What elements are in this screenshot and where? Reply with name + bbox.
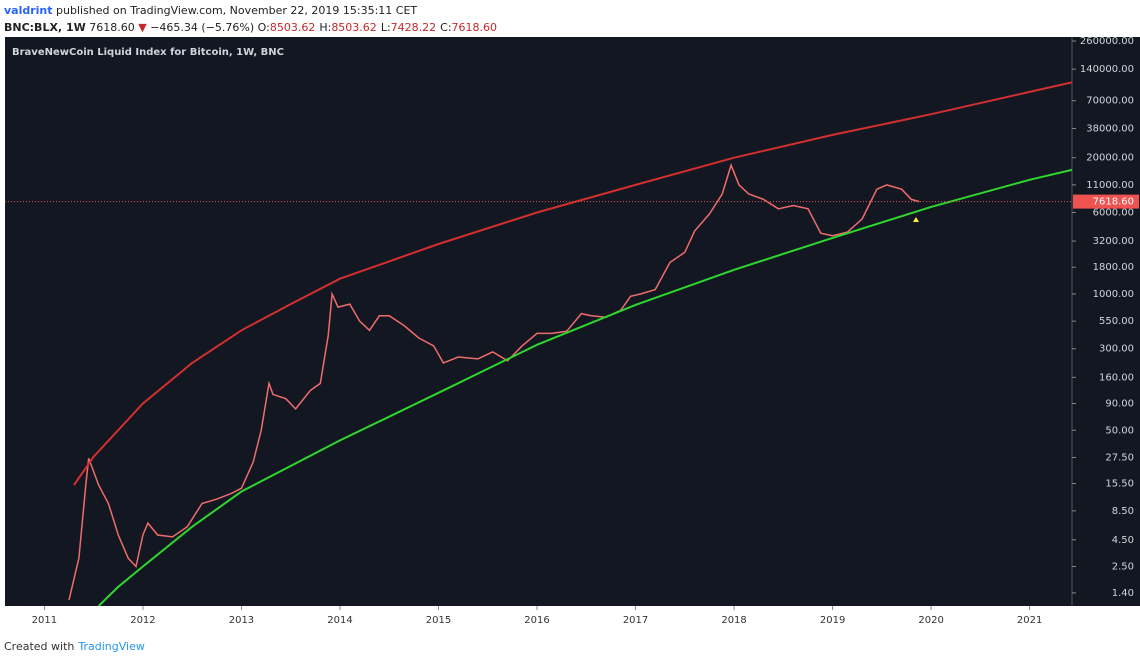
x-tick-label: 2012 [130, 615, 155, 626]
y-tick-label: 300.00 [1099, 344, 1134, 355]
quote-label: O: [257, 21, 270, 34]
y-tick-label: 15.50 [1105, 479, 1134, 490]
brand: TradingView [78, 640, 145, 653]
author: valdrint [4, 4, 53, 17]
created-with: Created with [4, 640, 75, 653]
y-tick-label: 38000.00 [1086, 124, 1134, 135]
publish-row: valdrint published on TradingView.com, N… [4, 2, 501, 19]
quote-label: L: [380, 21, 391, 34]
marker-triangle [913, 217, 919, 222]
y-tick-label: 90.00 [1105, 399, 1134, 410]
x-tick-label: 2015 [426, 615, 451, 626]
y-tick-label: 50.00 [1105, 425, 1134, 436]
price: 7618.60 [89, 21, 135, 34]
y-tick-label: 140000.00 [1080, 64, 1134, 75]
series-line [97, 168, 1072, 606]
x-tick-label: 2013 [229, 615, 254, 626]
y-tick-label: 20000.00 [1086, 153, 1134, 164]
y-tick-label: 70000.00 [1086, 96, 1134, 107]
published: published on TradingView.com, November 2… [56, 4, 418, 17]
footer: Created with TradingView [4, 640, 145, 653]
x-tick-label: 2020 [918, 615, 943, 626]
y-tick-label: 260000.00 [1080, 36, 1134, 47]
plot-background [5, 37, 1140, 606]
y-tick-label: 3200.00 [1093, 236, 1134, 247]
y-tick-label: 11000.00 [1086, 180, 1134, 191]
y-tick-label: 2.50 [1112, 562, 1134, 573]
y-tick-label: 8.50 [1112, 506, 1134, 517]
x-tick-label: 2014 [327, 615, 352, 626]
series-line [68, 162, 920, 601]
quote-label: C: [440, 21, 452, 34]
x-tick-label: 2021 [1017, 615, 1042, 626]
down-arrow: ▼ [138, 21, 147, 34]
quote-label: H: [319, 21, 332, 34]
y-tick-label: 6000.00 [1093, 207, 1134, 218]
x-axis-background [5, 606, 1140, 632]
x-tick-label: 2016 [524, 615, 549, 626]
y-tick-label: 1800.00 [1093, 262, 1134, 273]
quotes: O:8503.62 H:8503.62 L:7428.22 C:7618.60 [258, 21, 501, 34]
y-tick-label: 160.00 [1099, 372, 1134, 383]
quote-value: 7618.60 [451, 21, 498, 34]
x-tick-label: 2019 [820, 615, 845, 626]
y-tick-label: 1.40 [1112, 588, 1134, 599]
last-price-box [1073, 194, 1139, 209]
quote-value: 8503.62 [331, 21, 377, 34]
quote-row: BNC:BLX, 1W 7618.60 ▼ −465.34 (−5.76%) O… [4, 19, 501, 36]
symbol: BNC:BLX, 1W [4, 21, 86, 34]
x-tick-label: 2018 [721, 615, 746, 626]
x-tick-label: 2011 [32, 615, 57, 626]
header: valdrint published on TradingView.com, N… [4, 2, 501, 36]
quote-value: 7428.22 [390, 21, 437, 34]
series-line [73, 81, 1072, 486]
chart-title: BraveNewCoin Liquid Index for Bitcoin, 1… [12, 47, 284, 58]
x-tick-label: 2017 [623, 615, 648, 626]
y-tick-label: 1000.00 [1093, 289, 1134, 300]
y-tick-label: 27.50 [1105, 452, 1134, 463]
y-tick-label: 4.50 [1112, 535, 1134, 546]
y-tick-label: 550.00 [1099, 316, 1134, 327]
last-price-label: 7618.60 [1093, 197, 1134, 208]
change: −465.34 (−5.76%) [150, 21, 255, 34]
quote-value: 8503.62 [269, 21, 316, 34]
